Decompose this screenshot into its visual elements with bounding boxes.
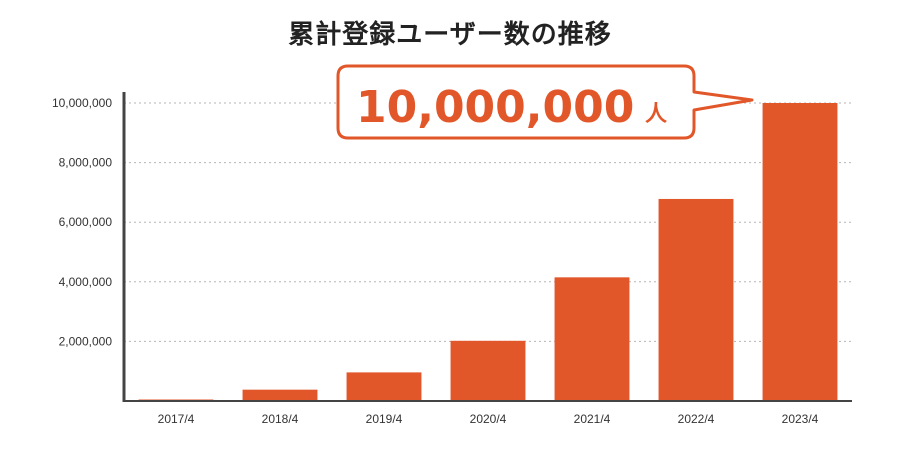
callout-bubble (336, 64, 754, 140)
y-tick-label: 2,000,000 (59, 334, 113, 348)
y-tick-label: 10,000,000 (52, 96, 112, 110)
y-tick-labels: 2,000,000 4,000,000 6,000,000 8,000,000 10,0… (52, 96, 112, 348)
callout-unit: 人 (645, 102, 667, 127)
bar (554, 277, 630, 401)
bar (450, 340, 526, 401)
x-tick-label: 2023/4 (782, 412, 819, 426)
y-tick-label: 8,000,000 (59, 156, 113, 170)
x-tick-label: 2020/4 (470, 412, 507, 426)
bar (242, 389, 318, 401)
bar (762, 103, 838, 401)
x-tick-label: 2022/4 (678, 412, 715, 426)
bar (658, 198, 734, 401)
y-tick-label: 4,000,000 (59, 275, 113, 289)
x-tick-label: 2019/4 (366, 412, 403, 426)
x-tick-labels: 2017/4 2018/4 2019/4 2020/4 2021/4 2022/4 2023… (158, 412, 819, 426)
bar (346, 372, 422, 401)
x-tick-label: 2018/4 (262, 412, 299, 426)
chart-title: 累計登録ユーザー数の推移 (288, 20, 612, 50)
total-callout: 10,000,000 人 (336, 64, 754, 140)
y-tick-label: 6,000,000 (59, 215, 113, 229)
callout-value: 10,000,000 (356, 82, 634, 133)
bars-layer (138, 103, 838, 402)
axis-layer (122, 92, 852, 402)
x-tick-label: 2017/4 (158, 412, 195, 426)
x-tick-label: 2021/4 (574, 412, 611, 426)
